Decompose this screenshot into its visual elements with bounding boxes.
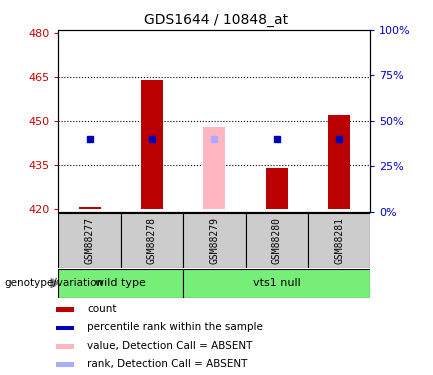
Bar <box>56 308 74 312</box>
Bar <box>79 207 100 209</box>
Bar <box>58 213 121 268</box>
Bar <box>58 269 183 298</box>
Text: GSM88279: GSM88279 <box>209 217 220 264</box>
Bar <box>183 213 246 268</box>
Text: wild type: wild type <box>95 279 146 288</box>
Bar <box>183 269 370 298</box>
Text: GSM88278: GSM88278 <box>147 217 157 264</box>
Bar <box>56 326 74 330</box>
Text: GSM88280: GSM88280 <box>271 217 282 264</box>
Text: rank, Detection Call = ABSENT: rank, Detection Call = ABSENT <box>87 359 248 369</box>
Bar <box>204 127 225 209</box>
Text: GDS1644 / 10848_at: GDS1644 / 10848_at <box>145 13 288 27</box>
Bar <box>266 168 288 209</box>
Text: value, Detection Call = ABSENT: value, Detection Call = ABSENT <box>87 341 253 351</box>
Polygon shape <box>51 279 59 288</box>
Text: count: count <box>87 304 117 314</box>
Text: percentile rank within the sample: percentile rank within the sample <box>87 322 263 332</box>
Text: vts1 null: vts1 null <box>253 279 301 288</box>
Text: GSM88277: GSM88277 <box>84 217 95 264</box>
Bar <box>121 213 183 268</box>
Bar <box>328 115 350 209</box>
Bar <box>246 213 308 268</box>
Bar <box>56 344 74 349</box>
Text: GSM88281: GSM88281 <box>334 217 344 264</box>
Bar <box>308 213 370 268</box>
Bar <box>141 80 163 209</box>
Bar <box>56 362 74 367</box>
Text: genotype/variation: genotype/variation <box>4 278 103 288</box>
